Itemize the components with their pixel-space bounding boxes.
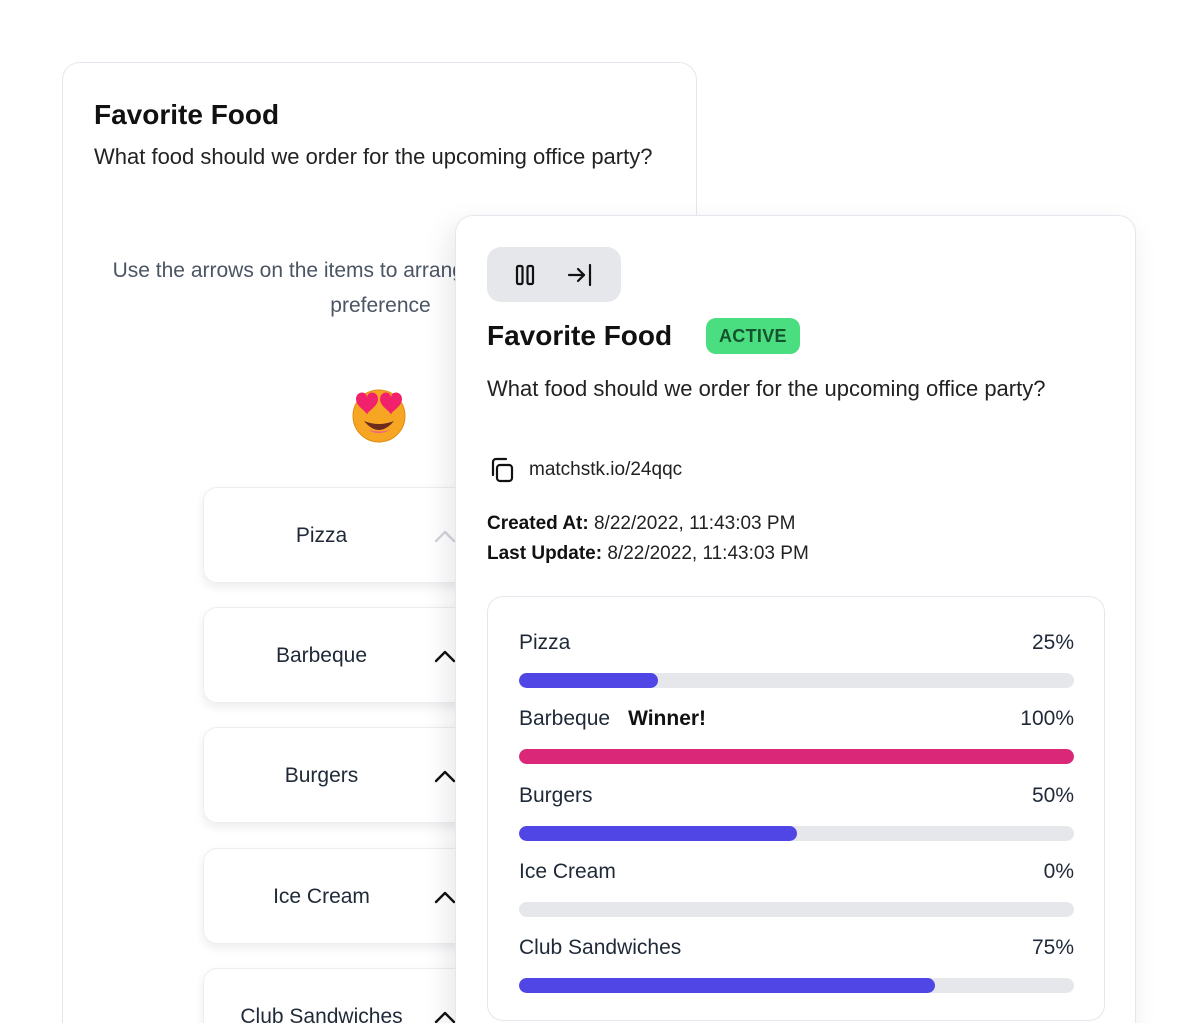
result-name: Burgers (519, 784, 593, 808)
rank-item-label: Burgers (284, 764, 359, 787)
result-row-barbeque: Barbeque Winner! 100% (519, 707, 1074, 764)
results-poll-question: What food should we order for the upcomi… (487, 376, 1046, 401)
exit-icon (567, 263, 592, 287)
result-name: Club Sandwiches (519, 936, 681, 960)
created-at-value: 8/22/2022, 11:43:03 PM (593, 513, 796, 534)
result-name-text: Pizza (519, 631, 571, 654)
result-name: Ice Cream (519, 860, 616, 884)
progress-track (519, 902, 1074, 917)
heart-eyes-emoji-icon (352, 389, 406, 443)
exit-button[interactable] (564, 259, 596, 291)
result-name: Barbeque Winner! (519, 707, 706, 731)
chevron-up-icon[interactable] (432, 523, 458, 549)
copy-icon[interactable] (487, 455, 517, 485)
pause-icon (515, 264, 535, 286)
share-link[interactable]: matchstk.io/24qqc (529, 459, 683, 480)
progress-fill (519, 826, 797, 841)
rank-item-label: Ice Cream (273, 885, 370, 908)
chevron-up-icon[interactable] (432, 1004, 458, 1023)
voter-poll-title: Favorite Food (94, 99, 280, 130)
result-name-text: Burgers (519, 784, 593, 807)
rank-item-label: Barbeque (275, 644, 368, 667)
results-poll-title: Favorite Food (487, 320, 673, 351)
result-percent: 0% (1043, 860, 1074, 883)
created-at: Created At: 8/22/2022, 11:43:03 PM (487, 513, 795, 535)
last-update-value: 8/22/2022, 11:43:03 PM (607, 543, 809, 564)
created-at-label: Created At: (487, 513, 589, 534)
result-row-burgers: Burgers 50% (519, 784, 1074, 841)
rank-item-label: Pizza (295, 524, 348, 547)
poll-toolbar (487, 247, 621, 302)
chevron-up-icon[interactable] (432, 643, 458, 669)
progress-track (519, 978, 1074, 993)
share-link-row[interactable]: matchstk.io/24qqc (487, 454, 682, 486)
result-percent: 50% (1031, 784, 1074, 807)
rank-item-club-sandwiches[interactable]: Club Sandwiches (203, 968, 493, 1023)
progress-fill (519, 749, 1074, 764)
winner-label: Winner! (628, 707, 707, 730)
pause-button[interactable] (509, 259, 541, 291)
result-name-text: Ice Cream (519, 860, 616, 883)
rank-item-barbeque[interactable]: Barbeque (203, 607, 493, 703)
chevron-up-icon[interactable] (432, 884, 458, 910)
chevron-up-icon[interactable] (432, 763, 458, 789)
result-percent: 100% (1020, 707, 1074, 730)
results-panel: Pizza 25% Barbeque Winner! 100% Burgers 5… (487, 596, 1105, 1021)
result-row-ice-cream: Ice Cream 0% (519, 860, 1074, 917)
result-row-pizza: Pizza 25% (519, 631, 1074, 688)
voter-poll-question: What food should we order for the upcomi… (94, 144, 653, 169)
progress-fill (519, 673, 658, 688)
result-name-text: Club Sandwiches (519, 936, 682, 959)
rank-item-label: Club Sandwiches (240, 1005, 403, 1023)
rank-item-ice-cream[interactable]: Ice Cream (203, 848, 493, 944)
rank-item-pizza[interactable]: Pizza (203, 487, 493, 583)
result-percent: 75% (1031, 936, 1074, 959)
result-row-club-sandwiches: Club Sandwiches 75% (519, 936, 1074, 993)
result-name: Pizza (519, 631, 570, 655)
last-update-label: Last Update: (487, 543, 603, 564)
progress-track (519, 749, 1074, 764)
progress-track (519, 826, 1074, 841)
results-card: Favorite Food ACTIVE What food should we… (455, 215, 1136, 1023)
status-badge: ACTIVE (706, 318, 800, 354)
rank-item-burgers[interactable]: Burgers (203, 727, 493, 823)
progress-track (519, 673, 1074, 688)
result-name-text: Barbeque (519, 707, 611, 730)
result-percent: 25% (1031, 631, 1074, 654)
last-update: Last Update: 8/22/2022, 11:43:03 PM (487, 543, 809, 565)
progress-fill (519, 978, 936, 993)
